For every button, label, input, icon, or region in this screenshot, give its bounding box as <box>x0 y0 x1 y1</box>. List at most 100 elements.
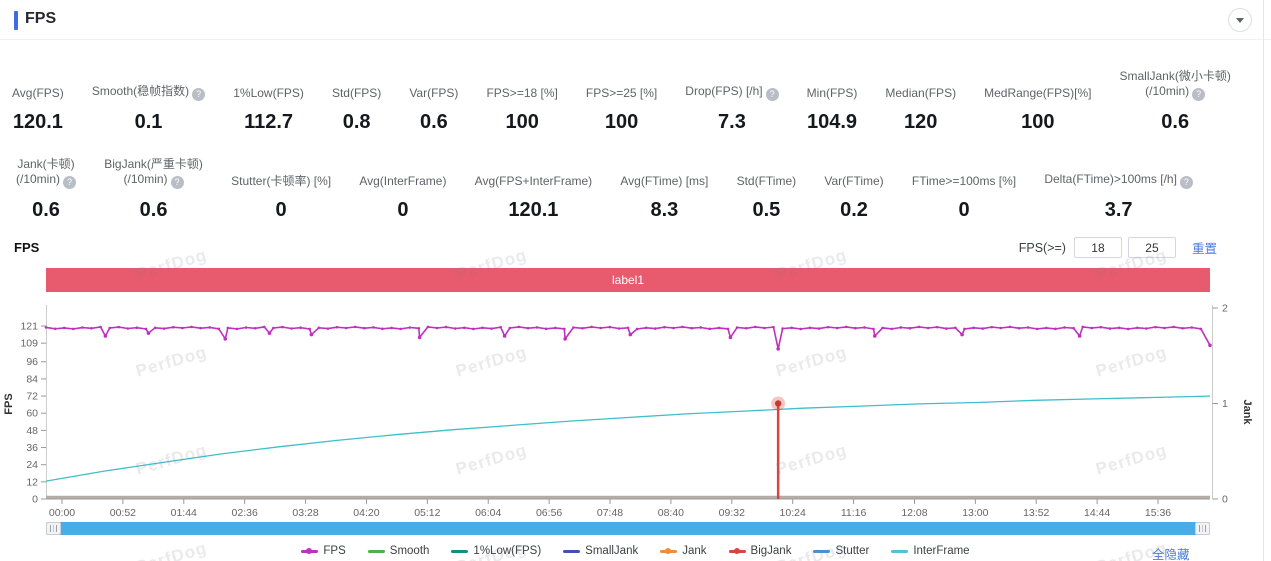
help-icon[interactable]: ? <box>170 176 184 189</box>
x-axis-tick-label: 04:20 <box>353 507 379 519</box>
fps-threshold-input-low[interactable] <box>1073 237 1122 258</box>
metric: FPS>=25 [%] 100 <box>586 86 657 134</box>
fps-marker <box>863 326 866 329</box>
x-axis-tick-label: 10:24 <box>780 507 806 519</box>
metric-label: BigJank(严重卡顿) (/10min)? <box>104 157 203 189</box>
fps-marker <box>1172 325 1175 329</box>
fps-marker <box>181 326 184 330</box>
legend-dot <box>733 548 740 554</box>
metric-label: MedRange(FPS)[%] <box>984 86 1091 101</box>
metric: Drop(FPS) [/h]? 7.3 <box>685 84 779 134</box>
fps-marker <box>1117 326 1121 330</box>
help-icon[interactable]: ? <box>192 88 206 101</box>
legend-swatch <box>563 549 581 553</box>
y-axis-tick-label: 121 <box>20 321 38 333</box>
y-axis-tick-label: 60 <box>26 408 38 420</box>
metric-value: 0 <box>275 199 287 221</box>
metric: BigJank(严重卡顿) (/10min)? 0.6 <box>104 157 203 222</box>
legend-item-jank[interactable]: Jank <box>660 545 707 557</box>
fps-marker <box>117 325 121 329</box>
metric: Stutter(卡顿率) [%] 0 <box>231 174 331 222</box>
panel-header: FPS <box>0 0 1271 40</box>
fps-marker <box>281 325 284 329</box>
legend-item-bigjank[interactable]: BigJank <box>728 545 791 557</box>
metric-label-text: Smooth(稳帧指数) <box>91 84 190 98</box>
help-icon[interactable]: ? <box>1192 88 1206 101</box>
metric: Median(FPS) 120 <box>885 86 956 134</box>
help-icon[interactable]: ? <box>765 88 779 101</box>
fps-dip-marker <box>309 332 314 337</box>
metric-label: Avg(InterFrame) <box>359 174 446 189</box>
fps-marker <box>672 326 675 330</box>
legend-item-fps[interactable]: FPS <box>301 545 346 557</box>
metric-value: 0.8 <box>342 111 371 133</box>
metric-value: 0 <box>958 199 970 221</box>
fps-marker <box>381 327 384 331</box>
x-axis-tick-label: 06:56 <box>536 507 562 519</box>
fps-dip-marker <box>502 334 507 338</box>
metric: Var(FPS) 0.6 <box>409 86 458 134</box>
hide-all-link[interactable]: 全隐藏 <box>1152 548 1190 561</box>
metric-label-text: Avg(InterFrame) <box>359 174 447 188</box>
x-axis-tick-label: 02:36 <box>232 507 258 519</box>
y-axis-tick-label: 96 <box>26 356 38 368</box>
help-icon[interactable]: ? <box>1179 176 1193 189</box>
legend-label: 1%Low(FPS) <box>473 545 542 557</box>
legend-item-stutter[interactable]: Stutter <box>813 545 869 557</box>
fps-threshold-input-high[interactable] <box>1127 237 1176 258</box>
chart-scrollbar[interactable] <box>46 522 1210 535</box>
fps-marker <box>81 326 84 329</box>
metric: Avg(InterFrame) 0 <box>359 174 446 222</box>
fps-marker <box>508 326 512 330</box>
label-banner[interactable]: label1 <box>46 268 1210 292</box>
fps-marker <box>1099 325 1103 329</box>
metric: Std(FPS) 0.8 <box>332 86 381 134</box>
legend-item-smooth[interactable]: Smooth <box>367 545 429 557</box>
legend-item-smalljank[interactable]: SmallJank <box>563 545 638 557</box>
x-axis-tick-label: 15:36 <box>1145 507 1171 519</box>
fps-marker <box>126 327 130 330</box>
x-axis-tick-label: 11:16 <box>841 507 867 519</box>
fps-marker <box>272 326 275 330</box>
fps-marker <box>253 326 257 330</box>
scrollbar-right-handle[interactable] <box>1195 522 1210 535</box>
fps-marker <box>1190 326 1194 329</box>
legend-swatch <box>660 548 678 554</box>
fps-marker <box>517 325 521 329</box>
fps-marker <box>1126 327 1130 331</box>
fps-marker <box>981 327 984 330</box>
fps-marker <box>481 326 484 330</box>
metric-value: 0.6 <box>1161 111 1190 133</box>
fps-marker <box>372 326 375 329</box>
fps-marker <box>299 326 302 330</box>
metric-label: Avg(FTime) [ms] <box>620 174 708 189</box>
metric-value: 104.9 <box>806 111 858 133</box>
metric-value: 3.7 <box>1104 199 1133 221</box>
fps-marker <box>490 327 493 330</box>
fps-marker <box>899 326 903 329</box>
legend-dot <box>665 548 672 554</box>
fps-marker <box>1090 326 1094 330</box>
legend-label: Jank <box>682 545 707 557</box>
banner-label: label1 <box>611 273 645 287</box>
fps-marker <box>390 326 393 330</box>
fps-marker <box>944 327 948 330</box>
collapse-button[interactable] <box>1228 8 1252 32</box>
metric-label: Jank(卡顿) (/10min)? <box>16 157 77 189</box>
scrollbar-left-handle[interactable] <box>46 522 61 535</box>
help-icon[interactable]: ? <box>63 176 77 189</box>
fps-marker <box>535 326 539 329</box>
fps-marker <box>53 327 57 331</box>
legend-item-interframe[interactable]: InterFrame <box>891 545 970 557</box>
fps-dip-marker <box>223 337 228 341</box>
metric-label-text: Median(FPS) <box>885 86 957 100</box>
metric-value: 0.6 <box>419 111 448 133</box>
x-axis-tick-label: 13:00 <box>962 507 988 519</box>
legend-item-1-low-fps-[interactable]: 1%Low(FPS) <box>451 545 541 557</box>
y-axis-tick-label: 0 <box>32 494 38 506</box>
x-axis-tick-label: 00:52 <box>110 507 136 519</box>
reset-link[interactable]: 重置 <box>1191 242 1217 256</box>
metric: Std(FTime) 0.5 <box>737 174 797 222</box>
fps-marker <box>1154 325 1157 329</box>
